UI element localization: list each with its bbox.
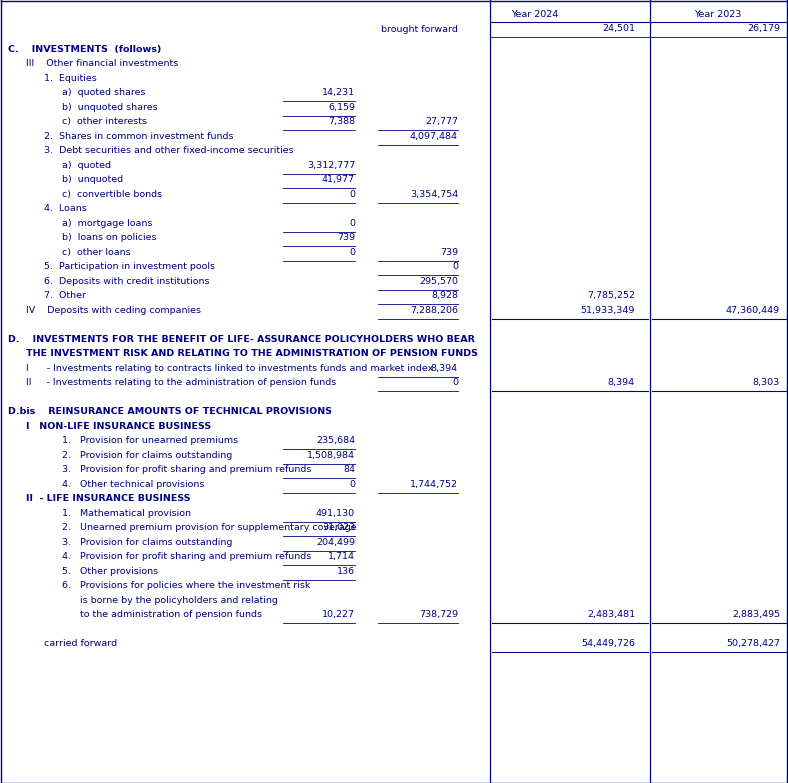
Text: 0: 0 <box>349 247 355 257</box>
Text: a)  mortgage loans: a) mortgage loans <box>62 218 152 228</box>
Text: 2.   Provision for claims outstanding: 2. Provision for claims outstanding <box>62 451 232 460</box>
Text: 738,729: 738,729 <box>419 610 458 619</box>
Text: 8,394: 8,394 <box>608 378 635 388</box>
Text: 2.   Unearned premium provision for supplementary coverage: 2. Unearned premium provision for supple… <box>62 523 357 532</box>
Text: I      - Investments relating to contracts linked to investments funds and marke: I - Investments relating to contracts li… <box>26 364 433 373</box>
Text: 6,159: 6,159 <box>328 103 355 112</box>
Text: 50,278,427: 50,278,427 <box>726 639 780 648</box>
Text: 1.  Equities: 1. Equities <box>44 74 97 83</box>
Text: 5.   Other provisions: 5. Other provisions <box>62 567 158 576</box>
Text: 0: 0 <box>452 378 458 388</box>
Text: 8,394: 8,394 <box>431 364 458 373</box>
Text: D.bis    REINSURANCE AMOUNTS OF TECHNICAL PROVISIONS: D.bis REINSURANCE AMOUNTS OF TECHNICAL P… <box>8 407 332 417</box>
Text: D.    INVESTMENTS FOR THE BENEFIT OF LIFE- ASSURANCE POLICYHOLDERS WHO BEAR: D. INVESTMENTS FOR THE BENEFIT OF LIFE- … <box>8 335 475 344</box>
Text: 1,714: 1,714 <box>328 552 355 561</box>
Text: 0: 0 <box>349 189 355 199</box>
Text: 7,288,206: 7,288,206 <box>410 306 458 315</box>
Text: 3.  Debt securities and other fixed-income securities: 3. Debt securities and other fixed-incom… <box>44 146 294 155</box>
Text: II     - Investments relating to the administration of pension funds: II - Investments relating to the adminis… <box>26 378 336 388</box>
Text: 4.   Provision for profit sharing and premium refunds: 4. Provision for profit sharing and prem… <box>62 552 311 561</box>
Text: 6.   Provisions for policies where the investment risk: 6. Provisions for policies where the inv… <box>62 581 310 590</box>
Text: b)  loans on policies: b) loans on policies <box>62 233 157 242</box>
Text: 3,312,777: 3,312,777 <box>307 161 355 170</box>
Text: a)  quoted: a) quoted <box>62 161 111 170</box>
Text: c)  other loans: c) other loans <box>62 247 131 257</box>
Text: to the administration of pension funds: to the administration of pension funds <box>62 610 262 619</box>
Text: 27,777: 27,777 <box>425 117 458 126</box>
Text: a)  quoted shares: a) quoted shares <box>62 88 146 97</box>
Text: 1.   Mathematical provision: 1. Mathematical provision <box>62 509 191 518</box>
Text: 136: 136 <box>337 567 355 576</box>
Text: 14,231: 14,231 <box>322 88 355 97</box>
Text: 235,684: 235,684 <box>316 436 355 446</box>
Text: 4.   Other technical provisions: 4. Other technical provisions <box>62 480 204 489</box>
Text: 739: 739 <box>440 247 458 257</box>
Text: 47,360,449: 47,360,449 <box>726 306 780 315</box>
Text: THE INVESTMENT RISK AND RELATING TO THE ADMINISTRATION OF PENSION FUNDS: THE INVESTMENT RISK AND RELATING TO THE … <box>26 349 478 359</box>
Text: 0: 0 <box>349 218 355 228</box>
Text: 10,227: 10,227 <box>322 610 355 619</box>
Text: IV    Deposits with ceding companies: IV Deposits with ceding companies <box>26 306 201 315</box>
Text: 491,130: 491,130 <box>316 509 355 518</box>
Text: 8,928: 8,928 <box>431 291 458 301</box>
Text: 5.  Participation in investment pools: 5. Participation in investment pools <box>44 262 215 271</box>
Text: 84: 84 <box>343 465 355 474</box>
Text: 2.  Shares in common investment funds: 2. Shares in common investment funds <box>44 132 233 141</box>
Text: is borne by the policyholders and relating: is borne by the policyholders and relati… <box>62 596 278 604</box>
Text: 0: 0 <box>349 480 355 489</box>
Text: 26,179: 26,179 <box>747 24 780 34</box>
Text: 7,388: 7,388 <box>328 117 355 126</box>
Text: C.    INVESTMENTS  (follows): C. INVESTMENTS (follows) <box>8 45 162 54</box>
Text: 3.   Provision for claims outstanding: 3. Provision for claims outstanding <box>62 538 232 547</box>
Text: 6.  Deposits with credit institutions: 6. Deposits with credit institutions <box>44 277 210 286</box>
Text: 2,883,495: 2,883,495 <box>732 610 780 619</box>
Text: I   NON-LIFE INSURANCE BUSINESS: I NON-LIFE INSURANCE BUSINESS <box>26 422 211 431</box>
Text: 7,785,252: 7,785,252 <box>587 291 635 301</box>
Text: 4,097,484: 4,097,484 <box>410 132 458 141</box>
Text: 739: 739 <box>337 233 355 242</box>
Text: b)  unquoted: b) unquoted <box>62 175 123 184</box>
Text: 31,023: 31,023 <box>322 523 355 532</box>
Text: Year 2024: Year 2024 <box>511 10 559 19</box>
Text: 1,744,752: 1,744,752 <box>410 480 458 489</box>
Text: II  - LIFE INSURANCE BUSINESS: II - LIFE INSURANCE BUSINESS <box>26 494 191 503</box>
Text: 2,483,481: 2,483,481 <box>587 610 635 619</box>
Text: 1,508,984: 1,508,984 <box>307 451 355 460</box>
Text: 54,449,726: 54,449,726 <box>581 639 635 648</box>
Text: 295,570: 295,570 <box>419 277 458 286</box>
Text: 3,354,754: 3,354,754 <box>410 189 458 199</box>
Text: 41,977: 41,977 <box>322 175 355 184</box>
Text: 51,933,349: 51,933,349 <box>581 306 635 315</box>
Text: 7.  Other: 7. Other <box>44 291 86 301</box>
Text: brought forward: brought forward <box>381 24 458 34</box>
Text: 3.   Provision for profit sharing and premium refunds: 3. Provision for profit sharing and prem… <box>62 465 311 474</box>
Text: Year 2023: Year 2023 <box>694 10 742 19</box>
Text: b)  unquoted shares: b) unquoted shares <box>62 103 158 112</box>
Text: 204,499: 204,499 <box>316 538 355 547</box>
Text: 4.  Loans: 4. Loans <box>44 204 87 213</box>
Text: 8,303: 8,303 <box>753 378 780 388</box>
Text: III    Other financial investments: III Other financial investments <box>26 60 178 68</box>
Text: carried forward: carried forward <box>44 639 117 648</box>
Text: c)  convertible bonds: c) convertible bonds <box>62 189 162 199</box>
Text: c)  other interests: c) other interests <box>62 117 147 126</box>
Text: 0: 0 <box>452 262 458 271</box>
Text: 1.   Provision for unearned premiums: 1. Provision for unearned premiums <box>62 436 238 446</box>
Text: 24,501: 24,501 <box>602 24 635 34</box>
